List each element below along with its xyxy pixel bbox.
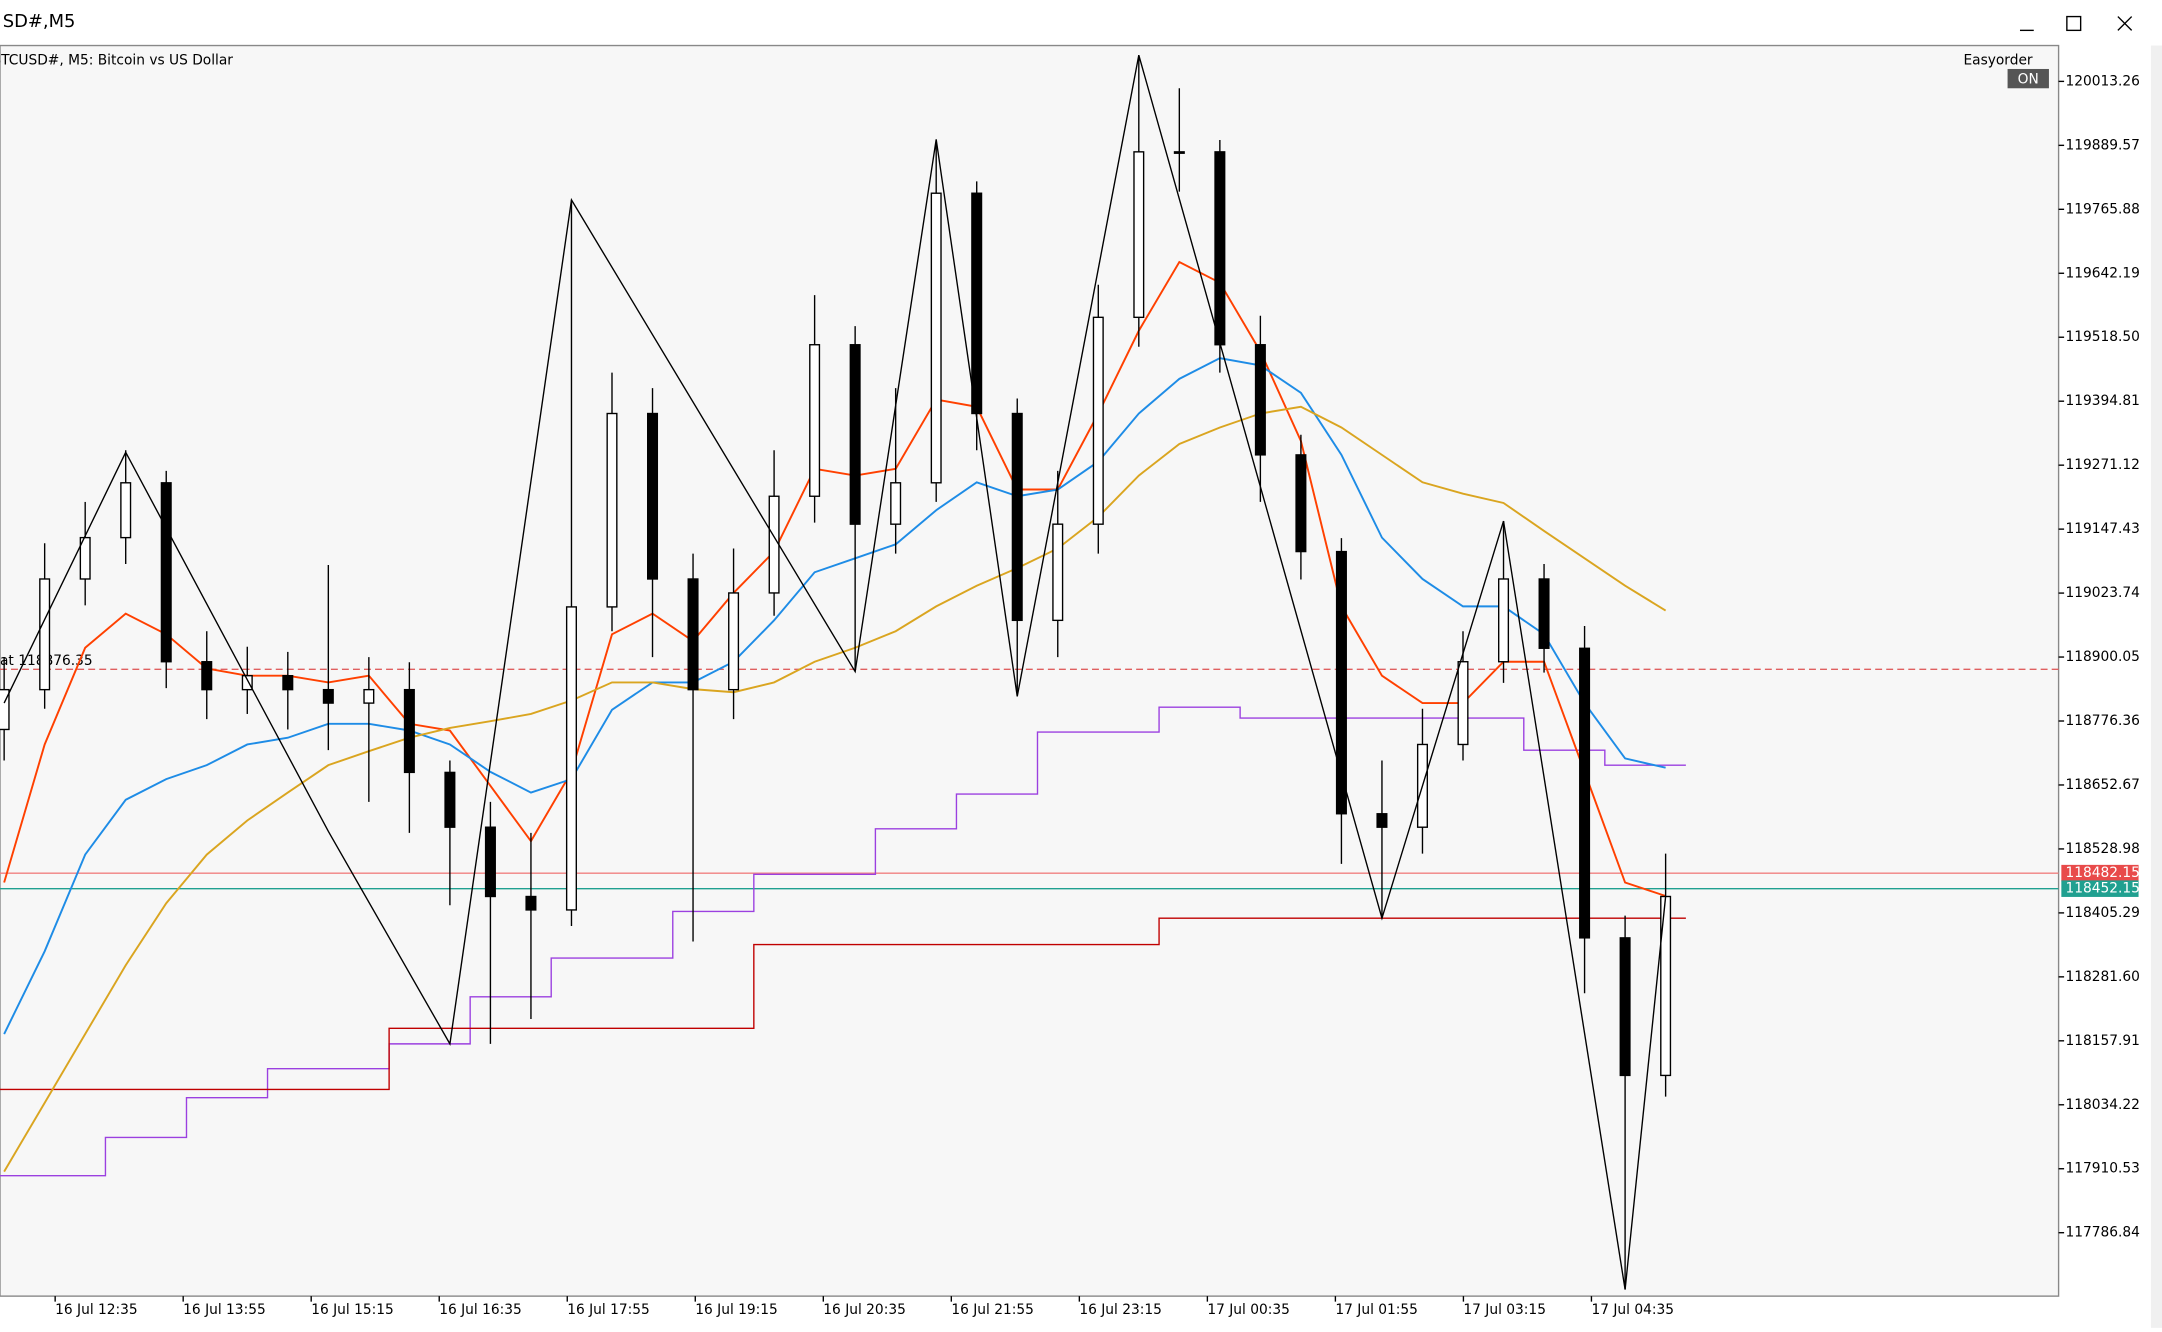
y-tick-label: 119642.19 — [2065, 265, 2139, 281]
plugin-status-box[interactable] — [2007, 68, 2049, 89]
price-tag — [2061, 880, 2139, 897]
chart-content: at 118876.35 — [0, 54, 2059, 1290]
candle-body — [1011, 412, 1023, 622]
candle-body — [1092, 316, 1104, 525]
candle-body — [363, 688, 375, 704]
candle-body — [971, 192, 983, 415]
plugin-status[interactable]: ON — [2018, 71, 2039, 87]
y-tick-label: 119889.57 — [2065, 137, 2139, 153]
candle-body — [565, 606, 577, 911]
candle-body — [120, 482, 132, 539]
candle-body — [282, 674, 294, 691]
candle-body — [79, 536, 91, 580]
x-tick-label: 17 Jul 04:35 — [1591, 1302, 1674, 1318]
y-tick-label: 118776.36 — [2065, 713, 2139, 729]
x-tick-label: 16 Jul 20:35 — [823, 1302, 906, 1318]
candle-body — [1619, 937, 1631, 1077]
candle-body — [322, 688, 334, 704]
y-tick-label: 118034.22 — [2065, 1097, 2139, 1113]
candle-body — [1579, 647, 1591, 939]
y-tick-label: 118281.60 — [2065, 969, 2139, 985]
y-tick-label: 117910.53 — [2065, 1161, 2139, 1177]
moving-average — [3, 357, 1666, 1035]
candle-body — [403, 688, 415, 774]
candle-body — [525, 895, 537, 911]
candle-body — [1052, 523, 1064, 622]
candle-body — [1295, 454, 1307, 553]
y-tick-label: 118157.91 — [2065, 1033, 2139, 1049]
window-title: SD#,M5 — [3, 11, 76, 32]
chart-label: BTCUSD#, M5: Bitcoin vs US Dollar — [0, 53, 233, 69]
zigzag — [3, 54, 1667, 1290]
candle-body — [849, 344, 861, 525]
candle-body — [0, 688, 10, 731]
candle-body — [930, 192, 942, 484]
y-tick-label: 117786.84 — [2065, 1225, 2139, 1241]
candle-body — [728, 592, 740, 691]
y-tick-label: 120013.26 — [2065, 73, 2139, 89]
y-tick-label: 119023.74 — [2065, 585, 2139, 601]
price-tag — [2061, 864, 2139, 882]
candle-body — [1376, 813, 1388, 828]
y-tick-label: 119765.88 — [2065, 201, 2139, 217]
candle-body — [39, 578, 51, 691]
moving-average — [3, 260, 1666, 897]
y-tick-label: 119271.12 — [2065, 457, 2139, 473]
candle-body — [484, 826, 496, 898]
candle-body — [1538, 578, 1550, 649]
candle-body — [1214, 151, 1226, 346]
candle-body — [647, 412, 659, 580]
y-tick-label: 118405.29 — [2065, 905, 2139, 921]
x-tick-label: 16 Jul 23:15 — [1079, 1302, 1162, 1318]
price-tag-label: 118482.15 — [2065, 865, 2139, 881]
y-tick-label: 119394.81 — [2065, 393, 2139, 409]
maximize-button[interactable] — [2066, 15, 2082, 32]
candle-body — [1498, 578, 1510, 663]
candle-body — [201, 661, 213, 691]
step-line — [0, 917, 1686, 1091]
x-tick-label: 16 Jul 21:55 — [951, 1302, 1034, 1318]
plot-area — [0, 44, 2060, 1297]
x-tick-label: 16 Jul 19:15 — [695, 1302, 778, 1318]
candle-body — [606, 412, 618, 608]
y-tick-label: 118900.05 — [2065, 649, 2139, 665]
candle-body — [1254, 344, 1266, 456]
y-tick-label: 119147.43 — [2065, 521, 2139, 537]
side-strip — [2150, 45, 2162, 1328]
candle-body — [687, 578, 699, 691]
candle-body — [809, 344, 821, 497]
x-tick-label: 16 Jul 16:35 — [439, 1302, 522, 1318]
y-tick-label: 119518.50 — [2065, 329, 2139, 345]
candle-body — [160, 482, 172, 663]
y-tick-label: 118528.98 — [2065, 841, 2139, 857]
step-line — [0, 706, 1686, 1177]
title-bar — [0, 0, 2162, 45]
candle-body — [1133, 151, 1145, 319]
x-tick-label: 16 Jul 17:55 — [567, 1302, 650, 1318]
x-tick-label: 17 Jul 00:35 — [1207, 1302, 1290, 1318]
x-tick-label: 17 Jul 01:55 — [1335, 1302, 1418, 1318]
plugin-name[interactable]: Easyorder — [1963, 53, 2032, 69]
close-button[interactable] — [2117, 16, 2133, 31]
x-tick-label: 16 Jul 12:35 — [55, 1302, 138, 1318]
x-tick-label: 16 Jul 13:55 — [183, 1302, 266, 1318]
candle-body — [241, 674, 253, 691]
candle-body — [768, 495, 780, 594]
candle-body — [1335, 550, 1347, 815]
moving-average — [3, 405, 1667, 1173]
candle-body — [890, 482, 902, 525]
candle-body — [1173, 151, 1185, 154]
price-tag-label: 118452.15 — [2065, 881, 2139, 897]
candle-body — [1457, 661, 1469, 746]
y-tick-label: 118652.67 — [2065, 777, 2139, 793]
x-tick-label: 16 Jul 15:15 — [311, 1302, 394, 1318]
x-tick-label: 17 Jul 03:15 — [1463, 1302, 1546, 1318]
candle-body — [444, 771, 456, 828]
